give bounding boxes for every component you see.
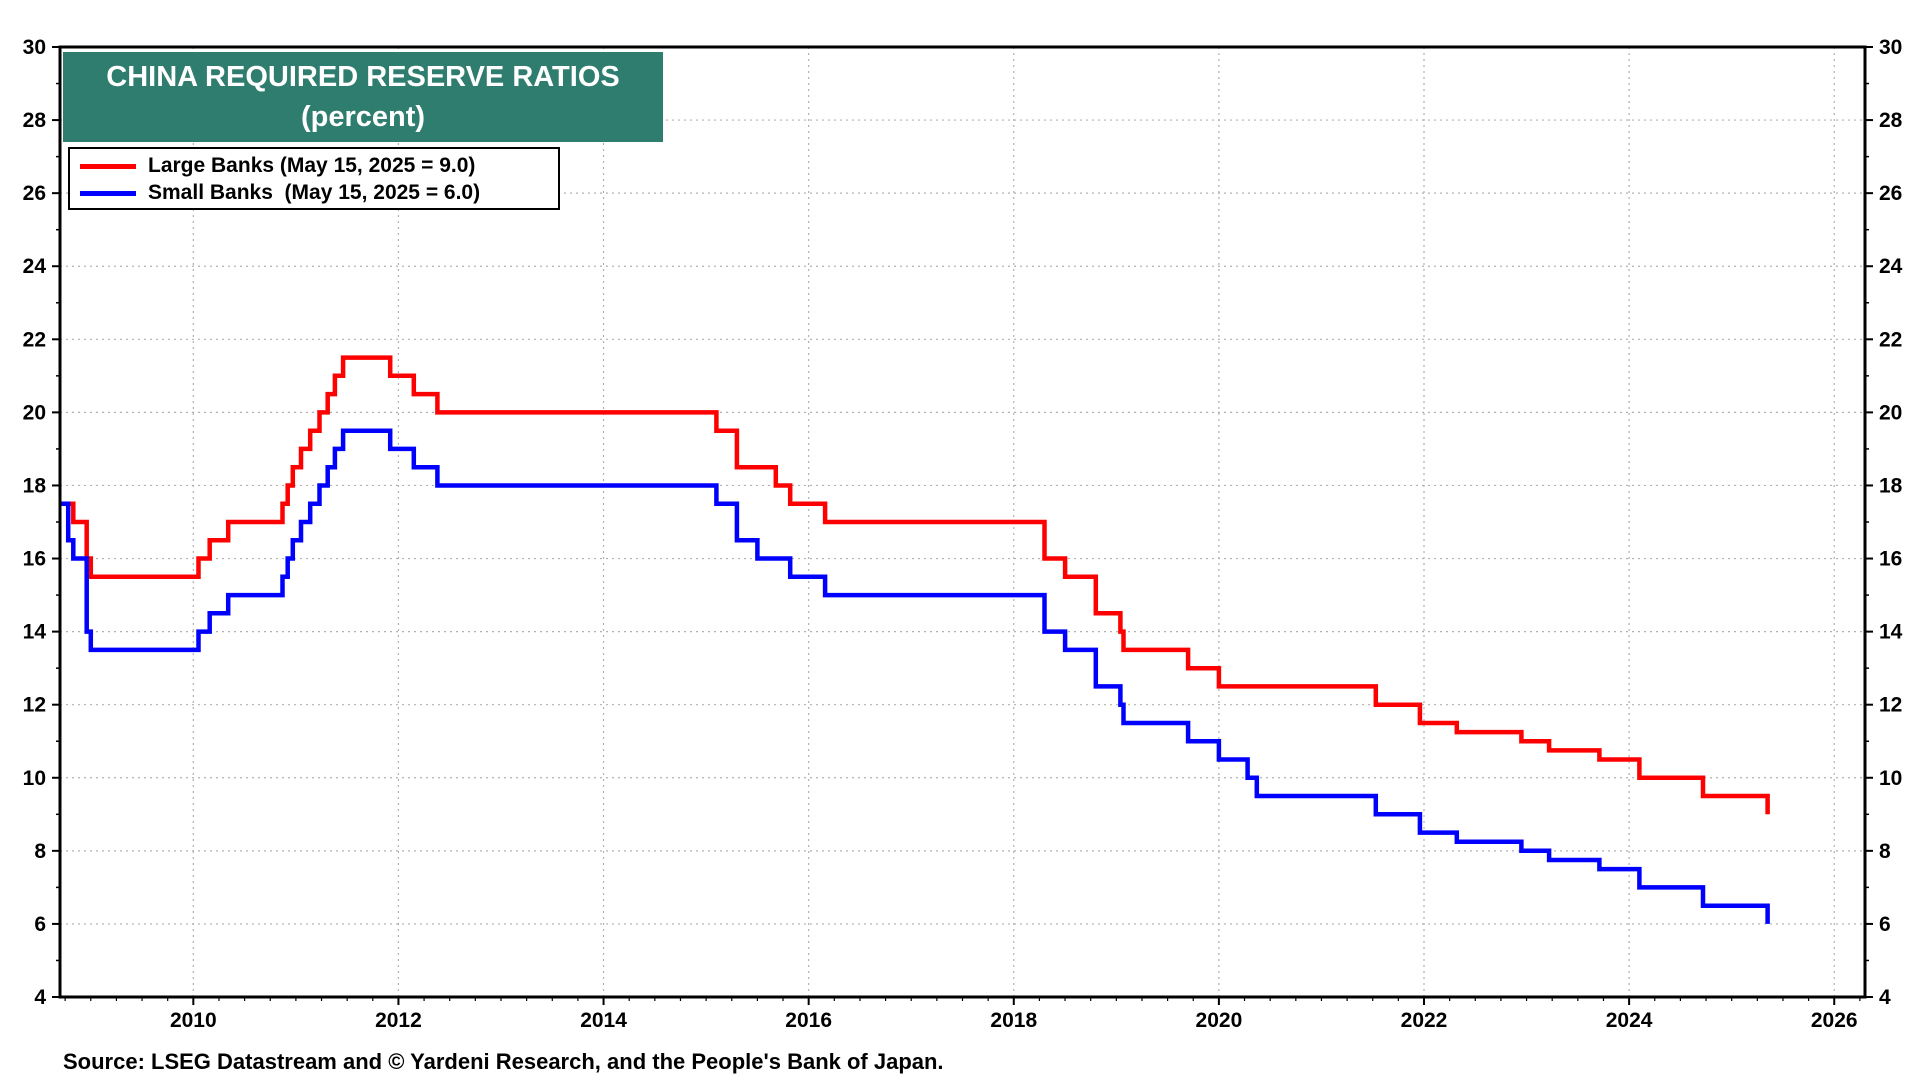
series-line-small-banks: [60, 428, 1770, 924]
y-axis-left: 4 6 8 10 12 14 16 18 20 22 24 26 28 30: [23, 36, 60, 1009]
series-line-large-banks: [60, 355, 1770, 815]
chart-title-box: CHINA REQUIRED RESERVE RATIOS (percent): [63, 52, 663, 142]
y-tick-label-right: 18: [1879, 474, 1903, 497]
x-tick-label: 2014: [580, 1009, 627, 1032]
y-tick-label-right: 12: [1879, 694, 1902, 717]
y-tick-label-right: 6: [1879, 913, 1891, 936]
y-tick-label-left: 16: [23, 548, 46, 571]
legend-swatch-small-banks: [80, 190, 136, 196]
y-tick-label-left: 26: [23, 182, 46, 205]
y-tick-label-right: 20: [1879, 401, 1902, 424]
y-tick-label-left: 10: [23, 767, 46, 790]
chart-title: CHINA REQUIRED RESERVE RATIOS: [106, 61, 620, 93]
legend-swatch-large-banks: [80, 163, 136, 169]
x-axis: 2010 2012 2014 2016 2018 2020 2022 2024 2026: [170, 997, 1858, 1032]
y-tick-label-right: 16: [1879, 548, 1902, 571]
y-tick-label-left: 12: [23, 694, 46, 717]
y-tick-label-left: 4: [34, 986, 46, 1009]
y-tick-label-right: 30: [1879, 36, 1902, 59]
y-tick-label-right: 26: [1879, 182, 1902, 205]
y-tick-label-left: 6: [34, 913, 46, 936]
y-tick-label-right: 24: [1879, 255, 1903, 278]
y-tick-label-left: 8: [34, 840, 46, 863]
x-tick-label: 2024: [1606, 1009, 1653, 1032]
x-tick-label: 2010: [170, 1009, 217, 1032]
minor-ticks: [56, 82, 1869, 1001]
y-tick-label-left: 22: [23, 328, 46, 351]
x-tick-label: 2016: [785, 1009, 832, 1032]
y-tick-label-left: 14: [23, 621, 47, 644]
legend-label-large-banks: Large Banks (May 15, 2025 = 9.0): [148, 154, 476, 177]
y-tick-label-left: 30: [23, 36, 46, 59]
x-tick-label: 2022: [1401, 1009, 1448, 1032]
y-tick-label-right: 8: [1879, 840, 1891, 863]
y-tick-label-left: 28: [23, 109, 47, 132]
y-tick-label-left: 18: [23, 474, 47, 497]
y-tick-label-left: 20: [23, 401, 46, 424]
series-lines: [60, 355, 1770, 924]
y-tick-label-right: 10: [1879, 767, 1902, 790]
legend-item-small-banks: Small Banks (May 15, 2025 = 6.0): [80, 180, 480, 206]
y-tick-label-left: 24: [23, 255, 47, 278]
chart-subtitle: (percent): [300, 101, 426, 133]
legend-label-small-banks: Small Banks (May 15, 2025 = 6.0): [148, 181, 481, 204]
x-tick-label: 2020: [1196, 1009, 1243, 1032]
plot-frame: [58, 45, 1867, 999]
y-tick-label-right: 4: [1879, 986, 1891, 1009]
source-note: Source: LSEG Datastream and © Yardeni Re…: [63, 1049, 944, 1074]
legend-item-large-banks: Large Banks (May 15, 2025 = 9.0): [80, 153, 475, 179]
y-axis-right: 4 6 8 10 12 14 16 18 20 22 24 26 28 30: [1865, 36, 1903, 1009]
y-tick-label-right: 22: [1879, 328, 1902, 351]
x-tick-label: 2018: [990, 1009, 1037, 1032]
y-tick-label-right: 28: [1879, 109, 1903, 132]
x-tick-label: 2026: [1811, 1009, 1858, 1032]
x-tick-label: 2012: [375, 1009, 422, 1032]
legend: Large Banks (May 15, 2025 = 9.0) Small B…: [68, 147, 560, 210]
y-tick-label-right: 14: [1879, 621, 1903, 644]
